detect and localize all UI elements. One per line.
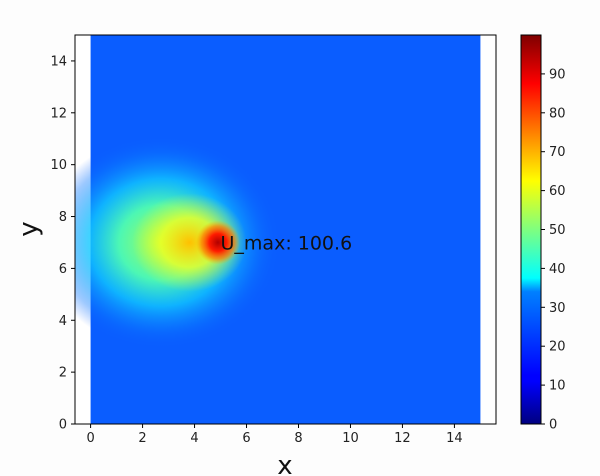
heatmap-plume-mid — [132, 193, 247, 292]
y-tick-label: 6 — [59, 262, 67, 277]
colorbar-gradient — [521, 35, 541, 424]
plot-area — [75, 35, 496, 424]
x-axis: 0 2 4 6 8 10 12 14 — [86, 424, 463, 446]
heatmap-peak — [195, 220, 241, 265]
x-tick-label: 8 — [294, 431, 302, 446]
x-tick-label: 0 — [86, 431, 94, 446]
colorbar-tick-label: 50 — [549, 223, 566, 238]
colorbar-tick-label: 10 — [549, 379, 566, 394]
y-tick-label: 12 — [50, 106, 67, 121]
x-tick-label: 2 — [138, 431, 146, 446]
y-tick-label: 8 — [59, 210, 67, 225]
x-tick-label: 6 — [242, 431, 250, 446]
colorbar-tick-label: 20 — [549, 340, 566, 355]
colorbar: 0 10 20 30 40 50 60 70 80 90 — [520, 34, 566, 433]
colorbar-tick-label: 0 — [549, 418, 557, 433]
x-tick-label: 4 — [190, 431, 198, 446]
axes-frame — [74, 34, 497, 425]
y-tick-label: 10 — [50, 158, 67, 173]
y-axis-label: y — [14, 221, 44, 236]
colorbar-tick-label: 60 — [549, 184, 566, 199]
y-tick-label: 2 — [59, 366, 67, 381]
x-tick-label: 14 — [446, 431, 463, 446]
y-tick-label: 0 — [59, 418, 67, 433]
y-tick-label: 4 — [59, 314, 67, 329]
x-axis-label: x — [277, 451, 292, 476]
x-tick-label: 12 — [394, 431, 411, 446]
colorbar-tick-label: 80 — [549, 106, 566, 121]
colorbar-ticks: 0 10 20 30 40 50 60 70 80 90 — [541, 67, 566, 433]
colorbar-tick-label: 40 — [549, 262, 566, 277]
colorbar-tick-label: 30 — [549, 301, 566, 316]
colorbar-tick-label: 90 — [549, 67, 566, 82]
colorbar-tick-label: 70 — [549, 145, 566, 160]
y-tick-label: 14 — [50, 54, 67, 69]
x-tick-label: 10 — [342, 431, 359, 446]
y-axis: 0 2 4 6 8 10 12 14 — [50, 54, 75, 433]
max-annotation: U_max: 100.6 — [221, 232, 353, 254]
